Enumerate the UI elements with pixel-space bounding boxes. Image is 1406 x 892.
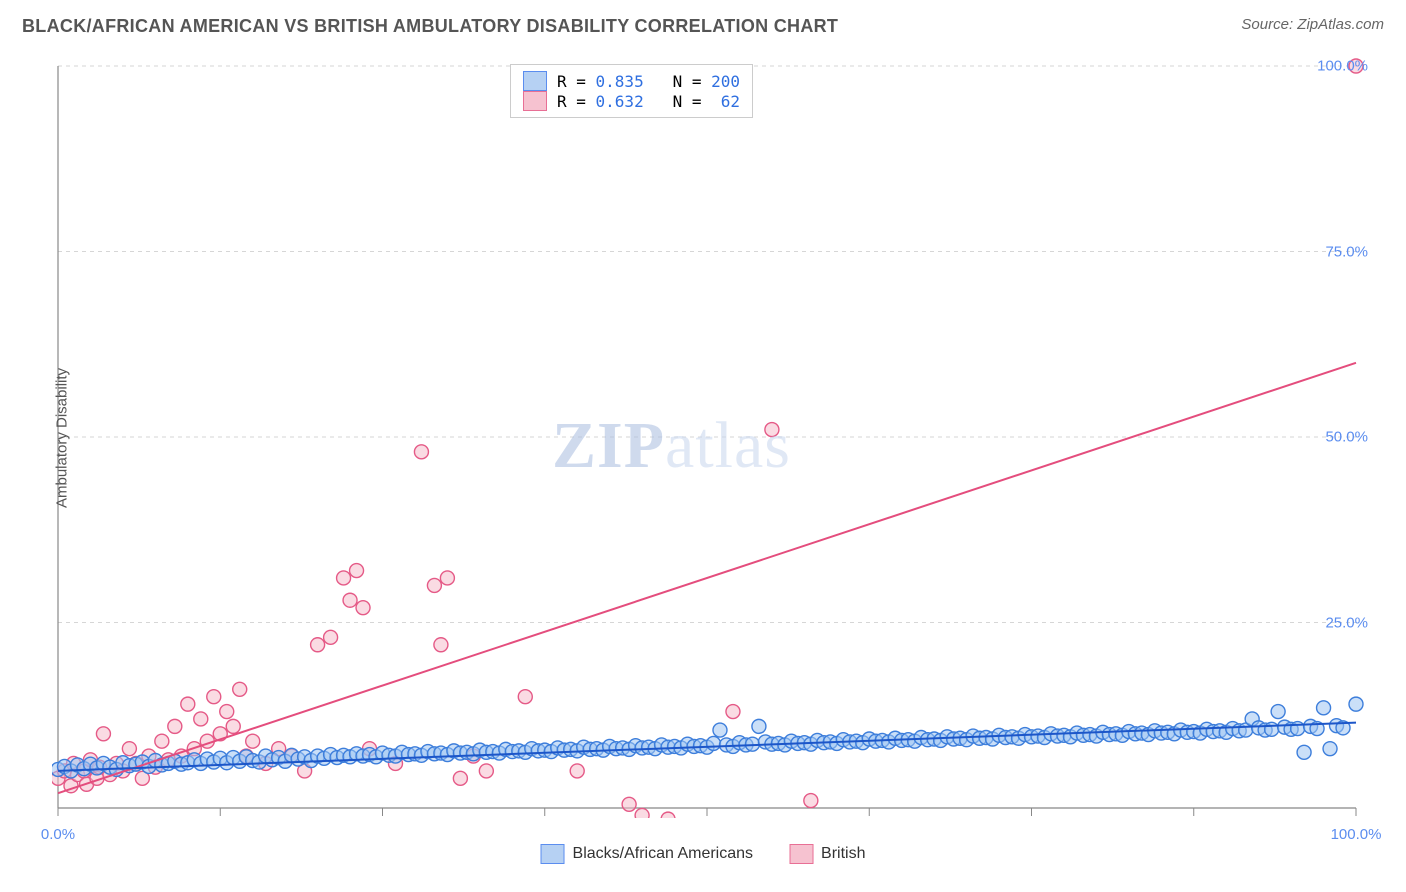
plot-svg <box>52 58 1382 818</box>
y-tick-label: 50.0% <box>1325 429 1368 446</box>
bottom-legend-label: British <box>821 845 865 863</box>
x-tick-label: 0.0% <box>41 826 75 843</box>
source-attribution: Source: ZipAtlas.com <box>1241 16 1384 33</box>
scatter-plot: Ambulatory Disability ZIPatlas R = 0.835… <box>52 58 1382 818</box>
y-axis-label: Ambulatory Disability <box>54 368 71 508</box>
y-tick-label: 25.0% <box>1325 614 1368 631</box>
stats-legend-row: R = 0.835 N = 200 <box>523 71 740 91</box>
stats-legend: R = 0.835 N = 200R = 0.632 N = 62 <box>510 64 753 118</box>
y-tick-label: 100.0% <box>1317 58 1368 75</box>
bottom-legend-item: British <box>789 844 865 864</box>
bottom-legend-label: Blacks/African Americans <box>573 845 754 863</box>
source-name: ZipAtlas.com <box>1297 16 1384 33</box>
legend-swatch <box>523 91 547 111</box>
chart-title: BLACK/AFRICAN AMERICAN VS BRITISH AMBULA… <box>22 16 838 37</box>
stats-legend-row: R = 0.632 N = 62 <box>523 91 740 111</box>
y-tick-label: 75.0% <box>1325 243 1368 260</box>
stats-text: R = 0.632 N = 62 <box>557 92 740 111</box>
legend-swatch <box>789 844 813 864</box>
x-tick-label: 100.0% <box>1331 826 1382 843</box>
legend-swatch <box>523 71 547 91</box>
legend-swatch <box>541 844 565 864</box>
bottom-legend: Blacks/African Americans British <box>541 844 866 864</box>
stats-text: R = 0.835 N = 200 <box>557 72 740 91</box>
source-prefix: Source: <box>1241 16 1297 33</box>
bottom-legend-item: Blacks/African Americans <box>541 844 754 864</box>
